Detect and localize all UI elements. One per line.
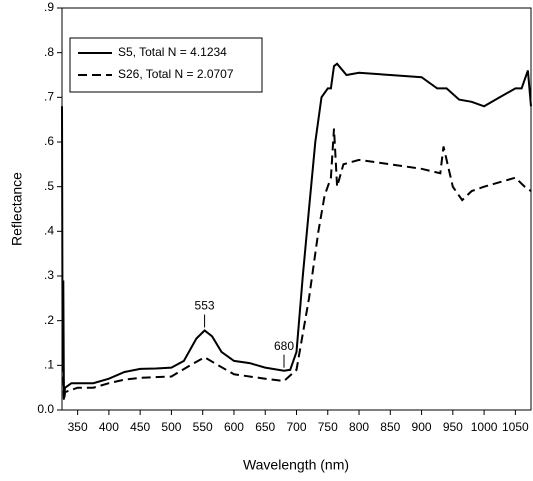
y-tick-label: .1	[44, 358, 54, 372]
x-tick-label: 350	[68, 420, 88, 434]
x-tick-label: 500	[161, 420, 181, 434]
legend-box	[69, 37, 263, 93]
y-tick-label: .7	[44, 90, 54, 104]
x-tick-label: 450	[130, 420, 150, 434]
y-axis-title: Reflectance	[9, 172, 25, 246]
y-tick-label: .3	[44, 268, 54, 282]
y-tick-label: .5	[44, 179, 54, 193]
y-tick-label: .4	[44, 224, 54, 238]
x-tick-label: 850	[380, 420, 400, 434]
y-tick-label: .9	[44, 0, 54, 14]
annotation: 553	[195, 299, 215, 313]
x-tick-label: 1000	[471, 420, 498, 434]
x-tick-label: 400	[99, 420, 119, 434]
y-tick-label: .6	[44, 134, 54, 148]
series-line	[61, 62, 532, 397]
y-tick-label: 0.0	[37, 402, 54, 416]
annotation: 680	[274, 339, 294, 353]
x-tick-label: 700	[286, 420, 306, 434]
x-tick-label: 900	[412, 420, 432, 434]
legend-label: S26, Total N = 2.0707	[118, 67, 234, 81]
x-tick-label: 750	[318, 420, 338, 434]
x-tick-label: 1050	[502, 420, 529, 434]
x-tick-label: 600	[224, 420, 244, 434]
x-tick-label: 950	[443, 420, 463, 434]
x-axis-title: Wavelength (nm)	[243, 457, 349, 473]
x-tick-label: 800	[349, 420, 369, 434]
y-tick-label: .2	[44, 313, 54, 327]
x-tick-label: 650	[255, 420, 275, 434]
x-tick-label: 550	[193, 420, 213, 434]
y-tick-label: .8	[44, 45, 54, 59]
series-line	[61, 128, 532, 402]
legend-label: S5, Total N = 4.1234	[118, 45, 227, 59]
